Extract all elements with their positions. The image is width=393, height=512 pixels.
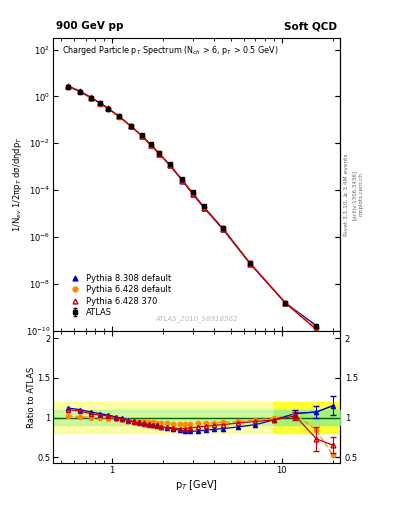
Pythia 8.308 default	[106, 105, 110, 112]
Pythia 6.428 default	[117, 114, 121, 120]
Pythia 6.428 default	[248, 260, 252, 266]
Pythia 6.428 default	[168, 162, 173, 168]
Pythia 6.428 370	[191, 190, 195, 197]
Pythia 6.428 default	[149, 142, 153, 148]
Pythia 8.308 default	[149, 142, 153, 148]
Pythia 8.308 default	[202, 205, 207, 211]
Pythia 6.428 370	[168, 162, 173, 168]
Pythia 6.428 default	[157, 150, 162, 156]
Pythia 6.428 default	[78, 89, 83, 95]
Pythia 8.308 default	[248, 261, 252, 267]
Pythia 6.428 default	[106, 106, 110, 112]
Y-axis label: 1/N$_{ev}$ 1/2πp$_{T}$ dσ/dηdp$_{T}$: 1/N$_{ev}$ 1/2πp$_{T}$ dσ/dηdp$_{T}$	[11, 137, 24, 232]
Pythia 8.308 default	[157, 151, 162, 157]
Pythia 6.428 370	[78, 89, 83, 95]
Pythia 6.428 default	[283, 300, 288, 306]
Pythia 6.428 370	[220, 225, 225, 231]
Pythia 8.308 default	[78, 88, 83, 94]
Pythia 6.428 default	[140, 133, 144, 139]
Pythia 6.428 default	[314, 325, 319, 331]
Pythia 6.428 370	[202, 205, 207, 211]
Text: Charged Particle p$_{T}$ Spectrum (N$_{ch}$ > 6, p$_{T}$ > 0.5 GeV): Charged Particle p$_{T}$ Spectrum (N$_{c…	[62, 44, 278, 57]
Pythia 8.308 default	[191, 191, 195, 197]
Pythia 8.308 default	[140, 133, 144, 139]
Pythia 6.428 370	[283, 300, 288, 306]
Pythia 8.308 default	[88, 94, 93, 100]
Text: Rivet 3.1.10, ≥ 3.4M events: Rivet 3.1.10, ≥ 3.4M events	[344, 153, 349, 236]
Pythia 8.308 default	[117, 113, 121, 119]
Pythia 6.428 370	[66, 83, 70, 89]
Pythia 6.428 370	[88, 95, 93, 101]
Pythia 6.428 default	[180, 177, 185, 183]
Pythia 6.428 370	[140, 133, 144, 139]
Pythia 6.428 default	[97, 100, 102, 106]
Text: 900 GeV pp: 900 GeV pp	[56, 21, 123, 31]
Pythia 6.428 default	[220, 225, 225, 231]
Pythia 6.428 default	[129, 123, 134, 130]
Pythia 6.428 default	[202, 204, 207, 210]
Pythia 6.428 370	[129, 123, 134, 130]
Text: [arXiv:1306.3436]: [arXiv:1306.3436]	[352, 169, 357, 220]
Line: Pythia 8.308 default: Pythia 8.308 default	[65, 83, 319, 328]
Pythia 6.428 370	[180, 177, 185, 183]
Text: mcplots.cern.ch: mcplots.cern.ch	[358, 173, 364, 217]
Pythia 6.428 370	[248, 260, 252, 266]
Pythia 6.428 370	[106, 105, 110, 112]
Pythia 8.308 default	[66, 83, 70, 89]
X-axis label: p$_{T}$ [GeV]: p$_{T}$ [GeV]	[175, 478, 218, 492]
Pythia 6.428 370	[149, 142, 153, 148]
Pythia 8.308 default	[220, 226, 225, 232]
Pythia 6.428 default	[88, 95, 93, 101]
Pythia 6.428 370	[97, 100, 102, 106]
Pythia 8.308 default	[129, 123, 134, 130]
Pythia 8.308 default	[314, 323, 319, 329]
Line: Pythia 6.428 default: Pythia 6.428 default	[65, 84, 319, 331]
Line: Pythia 6.428 370: Pythia 6.428 370	[65, 83, 319, 332]
Pythia 8.308 default	[97, 100, 102, 106]
Pythia 6.428 370	[117, 114, 121, 120]
Pythia 6.428 370	[157, 151, 162, 157]
Pythia 6.428 default	[66, 84, 70, 90]
Legend: Pythia 8.308 default, Pythia 6.428 default, Pythia 6.428 370, ATLAS: Pythia 8.308 default, Pythia 6.428 defau…	[63, 270, 175, 321]
Pythia 8.308 default	[283, 300, 288, 306]
Pythia 8.308 default	[168, 162, 173, 168]
Text: Soft QCD: Soft QCD	[284, 21, 337, 31]
Pythia 6.428 370	[314, 327, 319, 333]
Pythia 6.428 default	[191, 190, 195, 196]
Text: ATLAS_2010_S8918562: ATLAS_2010_S8918562	[155, 315, 238, 322]
Pythia 8.308 default	[180, 178, 185, 184]
Y-axis label: Ratio to ATLAS: Ratio to ATLAS	[27, 366, 36, 428]
